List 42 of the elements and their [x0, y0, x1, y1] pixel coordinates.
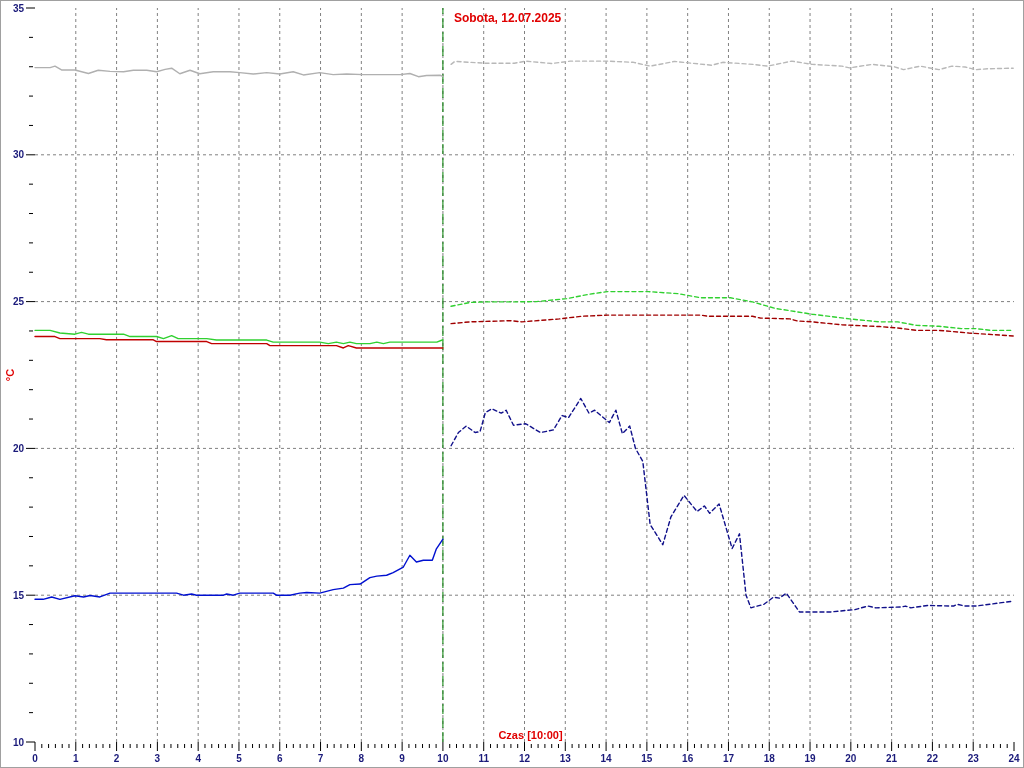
x-axis-title: Czas [10:00] [498, 729, 563, 741]
line-series [34, 65, 444, 78]
y-axis-title: °C [4, 368, 16, 382]
line-series [34, 335, 444, 349]
line-series [34, 538, 444, 601]
x-tick-label: 3 [154, 753, 161, 764]
y-tick-label: 25 [12, 296, 25, 308]
line-series [34, 329, 444, 345]
x-tick-label: 16 [682, 753, 694, 764]
line-series [450, 397, 1013, 613]
x-tick-label: 9 [399, 753, 406, 764]
x-tick-label: 14 [600, 753, 613, 764]
x-tick-label: 20 [845, 753, 857, 764]
x-tick-label: 8 [358, 753, 365, 764]
x-tick-label: 7 [317, 753, 324, 764]
x-tick-label: 10 [437, 753, 449, 764]
x-tick-label: 17 [722, 753, 735, 764]
x-tick-label: 24 [1008, 753, 1020, 764]
x-tick-label: 0 [32, 753, 39, 764]
ref-line-label: Sobota, 12.07.2025 [453, 11, 562, 25]
y-tick-label: 30 [12, 149, 25, 161]
line-series [450, 60, 1014, 71]
y-tick-label: 35 [12, 2, 25, 14]
x-tick-label: 21 [886, 753, 898, 764]
line-series [450, 314, 1014, 337]
x-tick-label: 22 [926, 753, 939, 764]
y-tick-label: 15 [12, 589, 25, 601]
y-tick-label: 20 [12, 442, 25, 454]
y-tick-label: 10 [12, 736, 25, 748]
x-tick-label: 15 [641, 753, 653, 764]
x-tick-label: 5 [236, 753, 243, 764]
x-tick-label: 18 [763, 753, 776, 764]
x-tick-label: 13 [559, 753, 572, 764]
x-tick-label: 6 [276, 753, 283, 764]
x-tick-label: 23 [967, 753, 980, 764]
x-tick-label: 4 [195, 753, 202, 764]
x-tick-label: 12 [518, 753, 531, 764]
x-tick-label: 19 [804, 753, 817, 764]
x-tick-label: 2 [113, 753, 120, 764]
x-tick-label: 11 [478, 753, 490, 764]
line-series [450, 290, 1014, 332]
x-tick-label: 1 [73, 753, 80, 764]
